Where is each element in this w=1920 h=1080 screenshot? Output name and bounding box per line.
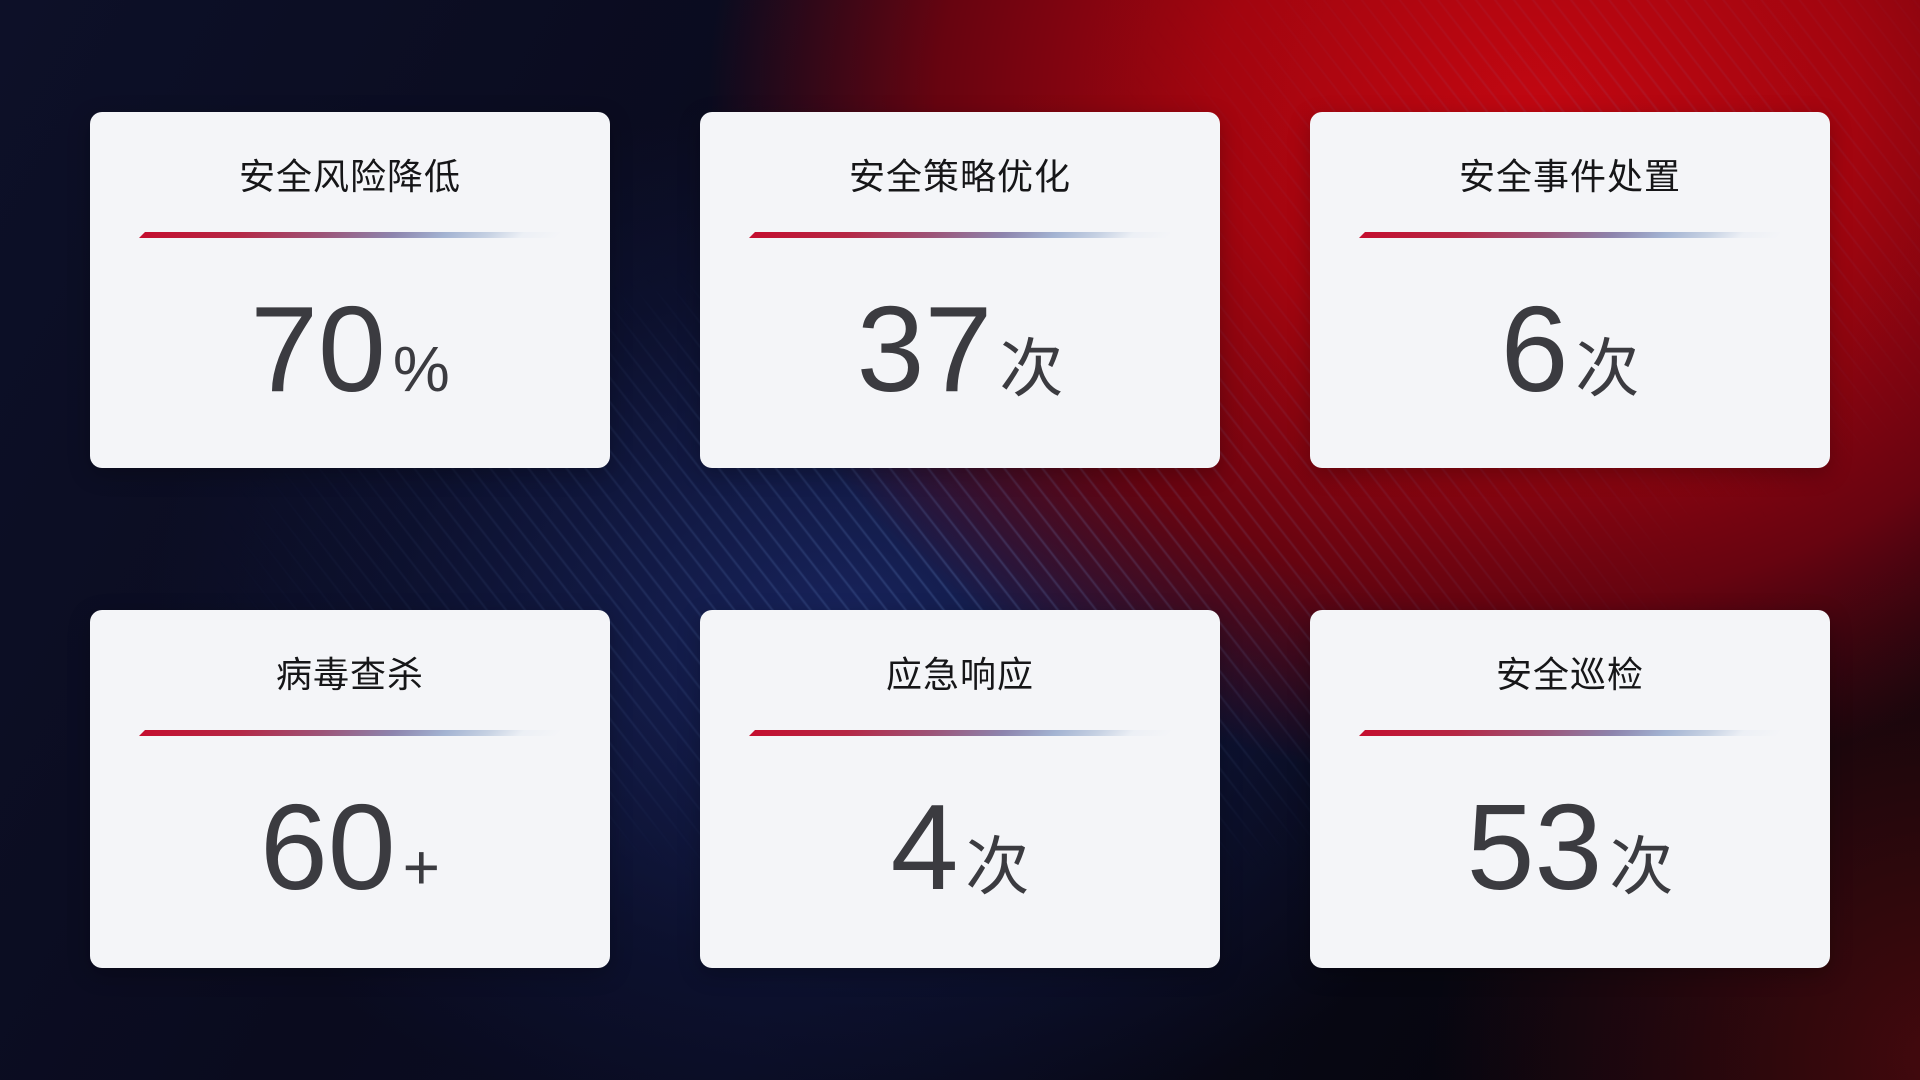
gradient-divider — [749, 730, 1187, 736]
card-value: 6 次 — [1501, 288, 1640, 410]
card-title: 病毒查杀 — [275, 654, 424, 695]
value-suffix: % — [392, 333, 450, 405]
card-title: 安全事件处置 — [1458, 156, 1681, 197]
card-title: 应急响应 — [885, 654, 1034, 695]
stat-card: 病毒查杀 60 + — [90, 610, 610, 968]
value-suffix: 次 — [1575, 333, 1640, 405]
card-title: 安全策略优化 — [848, 156, 1071, 197]
stat-card: 安全巡检 53 次 — [1310, 610, 1830, 968]
value-number: 4 — [890, 779, 959, 915]
gradient-divider — [749, 232, 1187, 238]
card-title: 安全风险降低 — [238, 156, 461, 197]
value-number: 60 — [259, 779, 396, 915]
value-number: 53 — [1466, 779, 1603, 915]
stat-card: 安全事件处置 6 次 — [1310, 112, 1830, 468]
gradient-divider — [1359, 232, 1797, 238]
value-number: 37 — [856, 281, 993, 417]
card-value: 37 次 — [857, 288, 1064, 410]
card-value: 60 + — [260, 786, 440, 908]
value-number: 6 — [1500, 281, 1569, 417]
stat-card: 安全风险降低 70 % — [90, 112, 610, 468]
value-suffix: 次 — [965, 831, 1030, 903]
card-value: 70 % — [250, 288, 450, 410]
gradient-divider — [139, 232, 577, 238]
stat-card: 安全策略优化 37 次 — [700, 112, 1220, 468]
card-title: 安全巡检 — [1495, 654, 1644, 695]
stat-card: 应急响应 4 次 — [700, 610, 1220, 968]
gradient-divider — [1359, 730, 1797, 736]
card-value: 4 次 — [891, 786, 1030, 908]
value-number: 70 — [250, 281, 386, 417]
card-value: 53 次 — [1467, 786, 1674, 908]
value-suffix: + — [402, 831, 441, 903]
value-suffix: 次 — [1609, 831, 1674, 903]
value-suffix: 次 — [999, 333, 1064, 405]
gradient-divider — [139, 730, 577, 736]
